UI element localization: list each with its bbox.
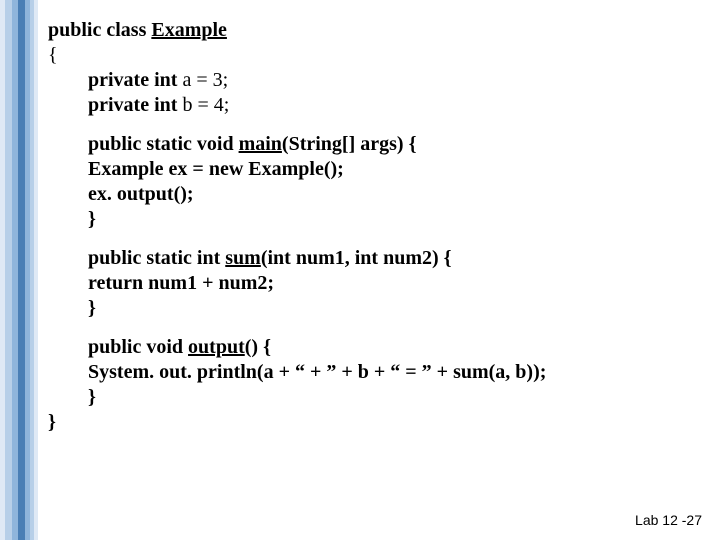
code-line: public void output() { [48,335,688,360]
decor-stripe [18,0,25,540]
keyword: public static int [88,247,225,269]
keyword: private int [88,69,177,91]
code-line: { [48,43,688,68]
decor-stripe [5,0,12,540]
keyword: private int [88,94,177,116]
signature: (int num1, int num2) { [261,247,452,269]
code-line: } [48,410,688,435]
keyword: public void [88,336,188,358]
method-name: main [239,133,282,155]
code-line: private int a = 3; [48,68,688,93]
code-line: System. out. println(a + “ + ” + b + “ =… [48,360,688,385]
keyword: public static void [88,133,239,155]
code-text: b = 4; [177,94,229,116]
method-name: sum [225,247,261,269]
code-line: } [48,296,688,321]
code-line: Example ex = new Example(); [48,157,688,182]
code-text: a = 3; [177,69,228,91]
code-line: return num1 + num2; [48,271,688,296]
code-line: public static int sum(int num1, int num2… [48,246,688,271]
signature: (String[] args) { [282,133,417,155]
code-line: } [48,385,688,410]
method-name: output [188,336,245,358]
code-line: } [48,207,688,232]
class-name: Example [151,19,227,41]
code-line: public static void main(String[] args) { [48,132,688,157]
code-line: public class Example [48,18,688,43]
code-line: ex. output(); [48,182,688,207]
keyword: public class [48,19,151,41]
decor-stripe [34,0,38,540]
code-line: private int b = 4; [48,93,688,118]
signature: () { [245,336,271,358]
slide-left-decor [0,0,38,540]
code-block: public class Example { private int a = 3… [48,18,688,435]
slide-number: Lab 12 -27 [635,512,702,528]
